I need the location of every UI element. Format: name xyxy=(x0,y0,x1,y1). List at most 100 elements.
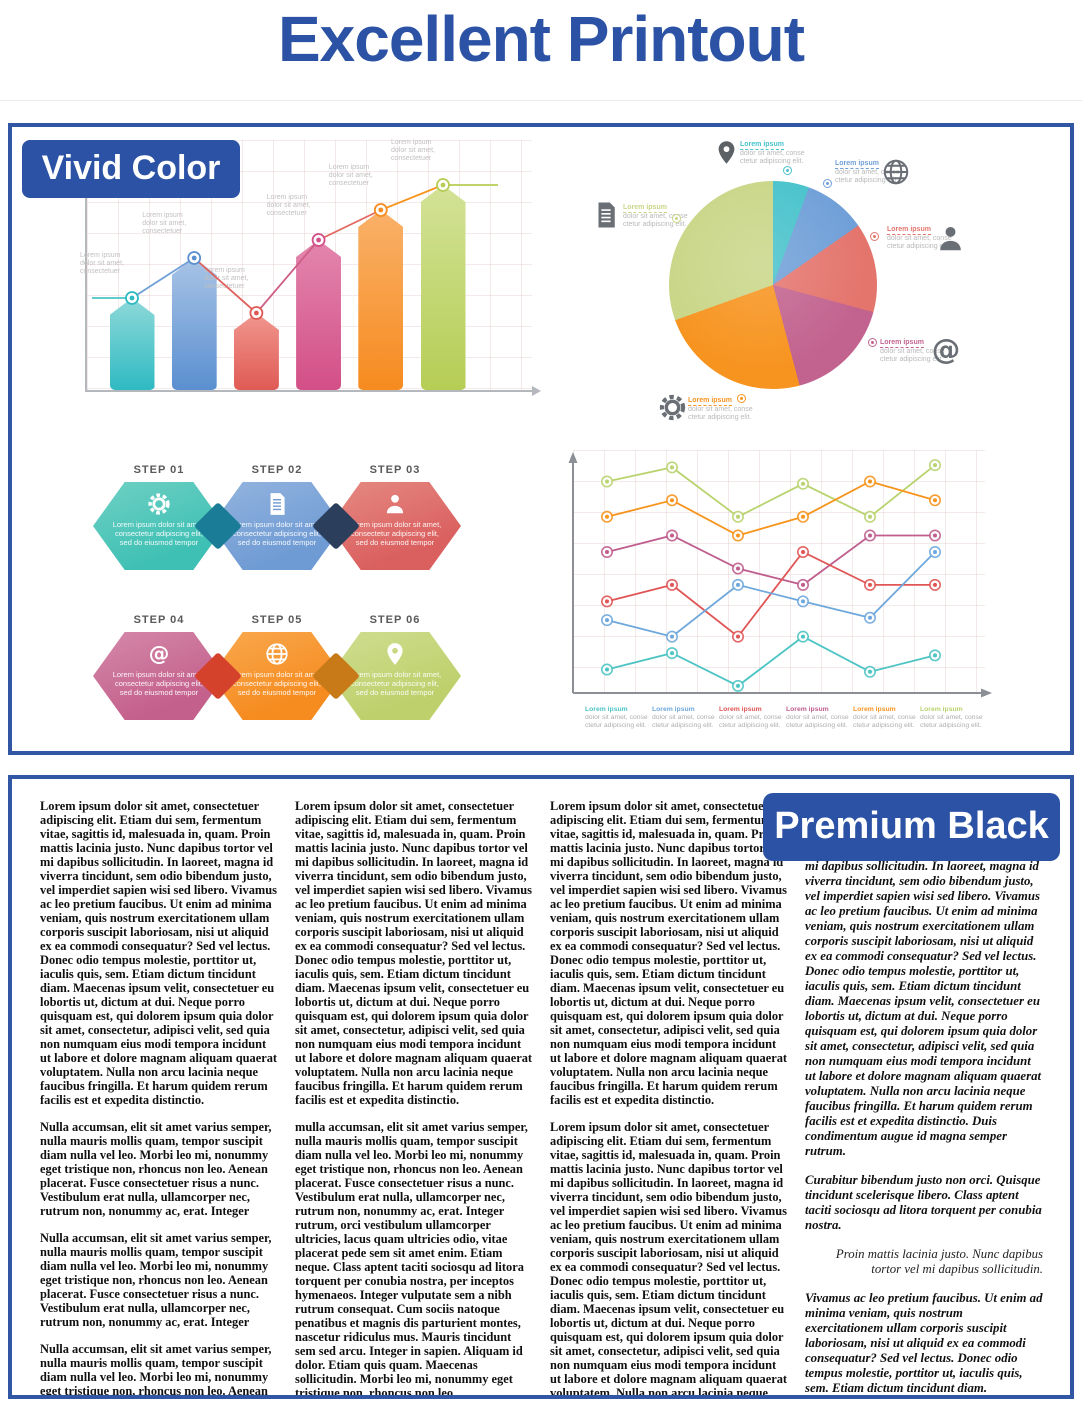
step-text: Lorem ipsum dolor sit amet, consectetur … xyxy=(230,520,324,547)
pie-legend-item: Lorem ipsum dolor sit amet, conse ctetur a… xyxy=(740,141,810,166)
svg-text:@: @ xyxy=(149,642,170,666)
pie-callout-marker xyxy=(672,214,681,223)
gear-icon xyxy=(148,493,170,515)
x-axis-arrow xyxy=(532,386,541,396)
step-title: STEP 05 xyxy=(251,614,303,626)
pie-legend-item: Lorem ipsum dolor sit amet, conse ctetur a… xyxy=(835,160,905,185)
line-legend-sub: ctetur adipiscing elit. xyxy=(853,722,915,729)
step-icon-wrap xyxy=(264,641,290,672)
step-icon-wrap xyxy=(382,491,408,522)
line-legend-sub: dolor sit amet, conse xyxy=(585,714,648,721)
step-text: Lorem ipsum dolor sit amet, consectetur … xyxy=(112,520,206,547)
pie-legend-item: Lorem ipsum dolor sit amet, conse ctetur a… xyxy=(623,204,693,229)
pie-legend-sub: ctetur adipiscing elit. xyxy=(880,356,944,363)
pie-legend-title: Lorem ipsum xyxy=(740,141,784,150)
pie-legend-sub: dolor sit amet, conse xyxy=(880,348,945,355)
premium-black-badge: Premium Black xyxy=(763,793,1060,861)
vivid-color-badge: Vivid Color xyxy=(22,140,240,198)
line-legend-sub: dolor sit amet, conse xyxy=(719,714,782,721)
line-legend-sub: dolor sit amet, conse xyxy=(920,714,983,721)
pie-legend-item: Lorem ipsum dolor sit amet, conse ctetur a… xyxy=(688,397,758,422)
line-legend-sub: ctetur adipiscing elit. xyxy=(920,722,982,729)
step-title: STEP 03 xyxy=(369,464,421,476)
text-column-3: Lorem ipsum dolor sit amet, consectetuer… xyxy=(550,799,788,1399)
text-column-1: Lorem ipsum dolor sit amet, consectetuer… xyxy=(40,799,278,1398)
pie-legend-sub: ctetur adipiscing elit. xyxy=(887,243,951,250)
line-legend-sub: ctetur adipiscing elit. xyxy=(719,722,781,729)
pie-legend-title: Lorem ipsum xyxy=(835,160,879,169)
vivid-color-panel: Vivid Color Lorem ipsum dolor sit amet, co… xyxy=(8,123,1074,755)
bar-5 xyxy=(358,210,404,390)
bar-3 xyxy=(233,313,279,390)
page-title: Excellent Printout xyxy=(277,3,805,75)
text-column-2: Lorem ipsum dolor sit amet, consectetuer… xyxy=(295,799,533,1399)
pie-legend-sub: dolor sit amet, conse xyxy=(887,235,952,242)
location-pin-icon xyxy=(718,141,735,164)
at-sign-icon: @ xyxy=(932,333,961,366)
step-title: STEP 01 xyxy=(133,464,185,476)
line-chart-x-label: Lorem ipsum dolor sit amet, conse ctetur a… xyxy=(786,706,850,730)
pie-legend-sub: dolor sit amet, conse xyxy=(740,150,805,157)
line-legend-sub: dolor sit amet, conse xyxy=(853,714,916,721)
step-icon-wrap xyxy=(146,491,172,522)
bar-1 xyxy=(109,298,155,390)
person-icon xyxy=(940,226,961,251)
body-paragraph: Nulla accumsan, elit sit amet varius sem… xyxy=(40,1342,272,1398)
pie-legend-sub: ctetur adipiscing elit. xyxy=(835,177,899,184)
location-pin-icon xyxy=(387,643,403,665)
gear-icon xyxy=(659,394,686,421)
body-paragraph: Lorem ipsum dolor sit amet, consectetuer… xyxy=(550,1120,788,1399)
pie-legend-icon-wrap: @ xyxy=(928,332,964,373)
pie-legend-sub: ctetur adipiscing elit. xyxy=(688,414,752,421)
title-divider xyxy=(0,100,1082,101)
line-legend-title: Lorem ipsum xyxy=(719,706,762,713)
line-legend-sub: dolor sit amet, conse xyxy=(652,714,715,721)
bar-point-label: Lorem ipsum dolor sit amet, consectetuer xyxy=(204,267,249,290)
document-icon xyxy=(598,202,615,228)
step-icon-wrap xyxy=(264,491,290,522)
line-legend-title: Lorem ipsum xyxy=(652,706,695,713)
bar-line-chart: Lorem ipsum dolor sit amet, consectetuer Lo… xyxy=(80,139,541,396)
pie-callout-marker xyxy=(868,338,877,347)
step-title: STEP 02 xyxy=(251,464,303,476)
step-text: Lorem ipsum dolor sit amet, consectetur … xyxy=(348,670,442,697)
line-legend-title: Lorem ipsum xyxy=(920,706,963,713)
premium-black-panel: Lorem ipsum dolor sit amet, consectetuer… xyxy=(8,775,1074,1399)
body-paragraph: Curabitur bibendum justo non orci. Quisq… xyxy=(805,1173,1042,1232)
pie-callout-marker xyxy=(823,179,832,188)
bar-line-overlay xyxy=(92,178,498,320)
body-paragraph: Vivamus ac leo pretium faucibus. Ut enim… xyxy=(805,1291,1043,1395)
bar-point-label: Lorem ipsum dolor sit amet, consectetuer xyxy=(391,139,435,162)
step-text: Lorem ipsum dolor sit amet, consectetur … xyxy=(112,670,206,697)
pie-legend-item: Lorem ipsum dolor sit amet, conse ctetur a… xyxy=(887,226,957,251)
pie-callout-marker xyxy=(737,394,746,403)
step-title: STEP 04 xyxy=(133,614,185,626)
pie-legend-sub: dolor sit amet, conse xyxy=(835,169,900,176)
line-chart-svg xyxy=(568,452,992,698)
bar-6 xyxy=(420,185,466,390)
pie-legend-icon-wrap xyxy=(881,157,911,192)
bar-4 xyxy=(296,240,342,390)
bar-point-label: Lorem ipsum dolor sit amet, consectetuer xyxy=(266,194,311,217)
pie-legend-sub: dolor sit amet, conse xyxy=(623,213,688,220)
line-chart-x-label: Lorem ipsum dolor sit amet, conse ctetur a… xyxy=(719,706,783,730)
body-paragraph: mulla accumsan, elit sit amet varius sem… xyxy=(295,1120,528,1399)
step-icon-wrap xyxy=(382,641,408,672)
body-paragraph: Lorem ipsum dolor sit amet, consectetuer… xyxy=(550,799,788,1107)
pie-legend-icon-wrap xyxy=(713,139,740,171)
person-icon xyxy=(386,494,404,514)
text-column-4: Lorem ipsum dolor sit amet, consectetuer… xyxy=(805,799,1043,1395)
pie-legend-sub: dolor sit amet, conse xyxy=(688,406,753,413)
step-title: STEP 06 xyxy=(369,614,421,626)
pie-legend-title: Lorem ipsum xyxy=(880,339,924,348)
bar-point-label: Lorem ipsum dolor sit amet, consectetuer xyxy=(80,252,124,275)
line-chart-x-label: Lorem ipsum dolor sit amet, conse ctetur a… xyxy=(652,706,716,730)
pie-callout-marker xyxy=(783,166,792,175)
body-paragraph: Proin mattis lacinia justo. Nunc dapibus… xyxy=(835,1247,1043,1276)
pie-legend-sub: ctetur adipiscing elit. xyxy=(623,221,687,228)
pie-legend-item: Lorem ipsum dolor sit amet, conse ctetur a… xyxy=(880,339,950,364)
pie-legend-title: Lorem ipsum xyxy=(688,397,732,406)
line-chart-x-label: Lorem ipsum dolor sit amet, conse ctetur a… xyxy=(853,706,917,730)
pie-callout-marker xyxy=(870,232,879,241)
